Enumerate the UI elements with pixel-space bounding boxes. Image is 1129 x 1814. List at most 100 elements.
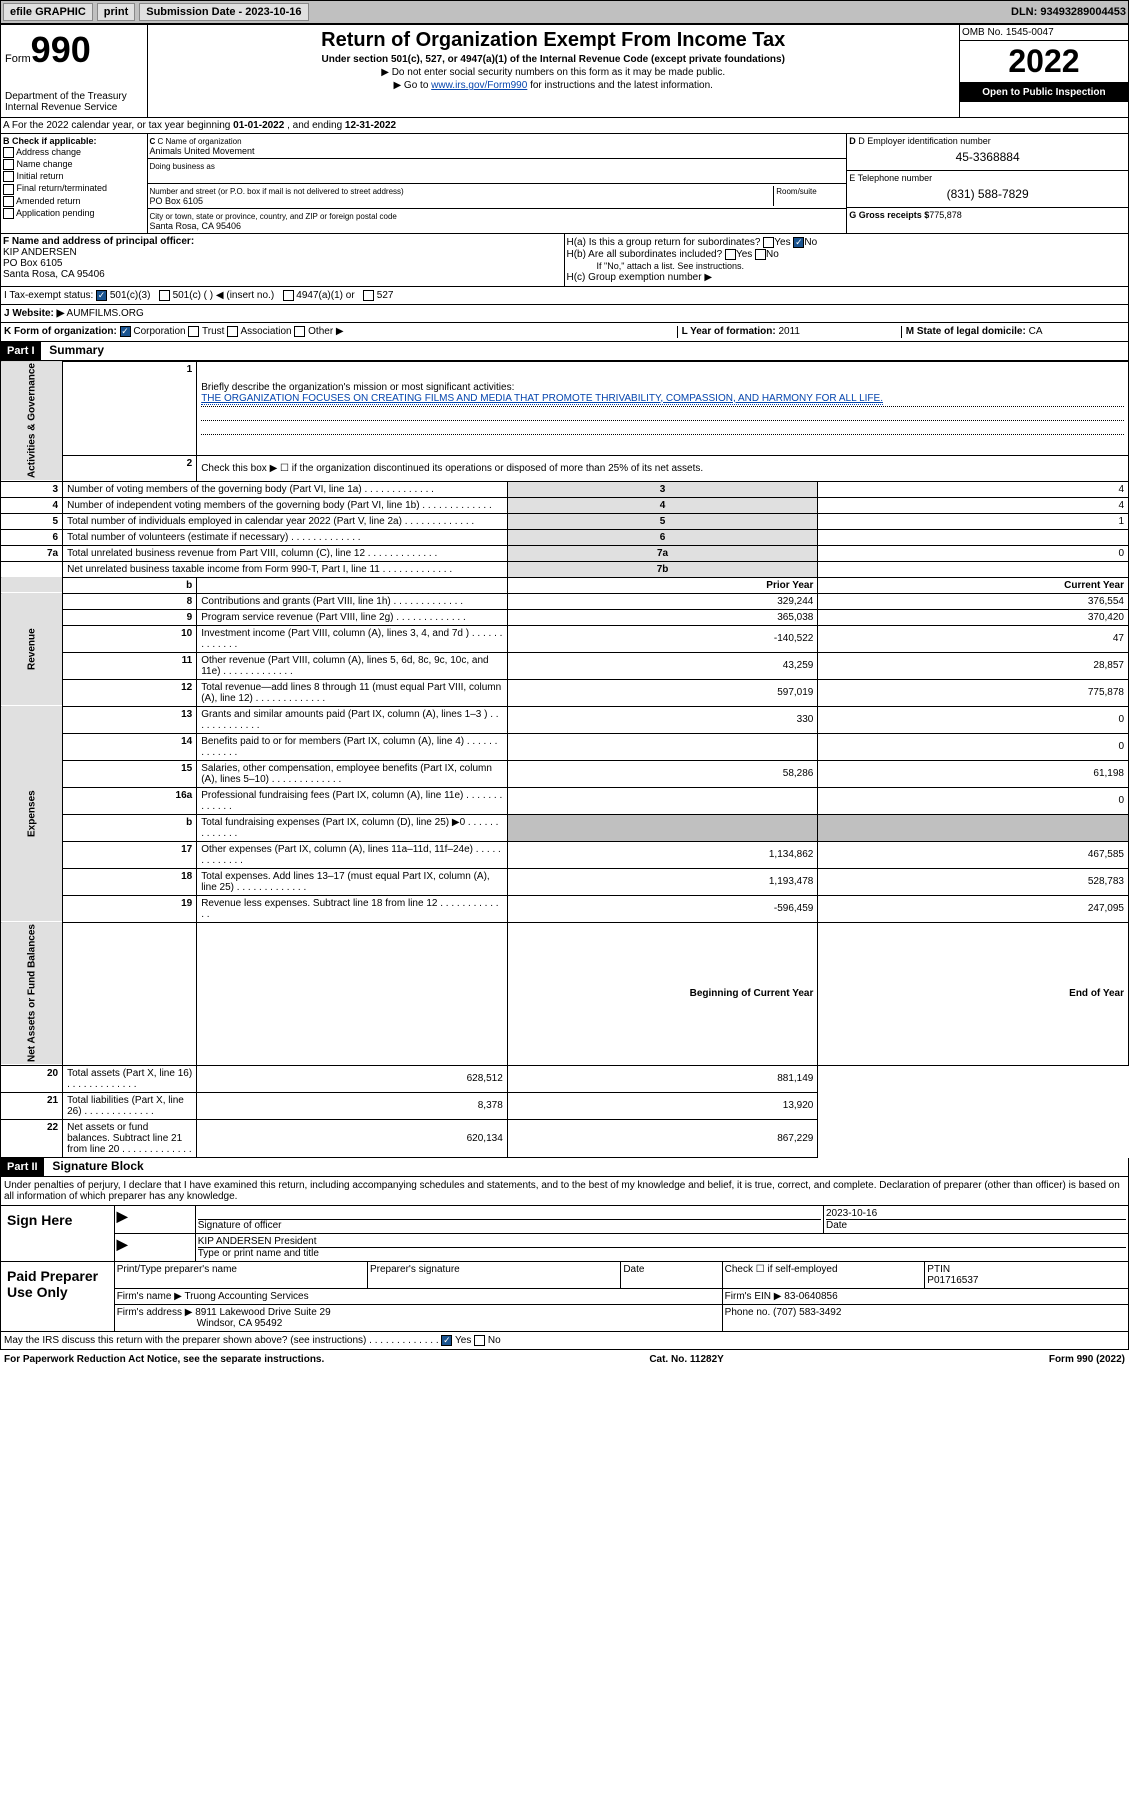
check-name-change[interactable]: Name change (3, 159, 145, 170)
table-row: 12Total revenue—add lines 8 through 11 (… (1, 679, 1129, 706)
part1-header: Part I (1, 342, 41, 360)
line-i: I Tax-exempt status: ✓ 501(c)(3) 501(c) … (0, 287, 1129, 305)
officer-addr: PO Box 6105 (3, 258, 62, 269)
firm-phone: (707) 583-3492 (773, 1307, 841, 1318)
tax-year: 2022 (960, 41, 1128, 83)
block-b-title: B Check if applicable: (3, 136, 97, 146)
form-number: 990 (31, 29, 91, 70)
table-row: 19Revenue less expenses. Subtract line 1… (1, 895, 1129, 922)
discuss-yes-checkbox[interactable]: ✓ (441, 1335, 452, 1346)
block-c: C C Name of organization Animals United … (148, 134, 847, 233)
block-f: F Name and address of principal officer:… (1, 234, 565, 286)
form-title: Return of Organization Exempt From Incom… (152, 29, 955, 52)
line-j: J Website: ▶ AUMFILMS.ORG (0, 305, 1129, 323)
cat-no: Cat. No. 11282Y (649, 1354, 723, 1365)
year-formation: 2011 (778, 326, 800, 337)
block-h: H(a) Is this a group return for subordin… (565, 234, 1129, 286)
table-row: 21Total liabilities (Part X, line 26)8,3… (1, 1092, 1129, 1119)
part2-header: Part II (1, 1158, 44, 1176)
print-btn[interactable]: print (97, 3, 135, 21)
table-row: 11Other revenue (Part VIII, column (A), … (1, 652, 1129, 679)
website: AUMFILMS.ORG (67, 308, 144, 319)
table-row: 7aTotal unrelated business revenue from … (1, 545, 1129, 561)
table-row: 10Investment income (Part VIII, column (… (1, 625, 1129, 652)
may-irs-discuss: May the IRS discuss this return with the… (0, 1332, 1129, 1350)
part2-title: Signature Block (46, 1159, 143, 1173)
dln: DLN: 93493289004453 (1011, 6, 1126, 18)
irs-link[interactable]: www.irs.gov/Form990 (431, 80, 527, 91)
form-title-block: Return of Organization Exempt From Incom… (148, 25, 959, 117)
check-application-pending[interactable]: Application pending (3, 208, 145, 219)
line-a: A For the 2022 calendar year, or tax yea… (0, 118, 1129, 134)
omb-year-block: OMB No. 1545-0047 2022 Open to Public In… (959, 25, 1128, 117)
officer-city: Santa Rosa, CA 95406 (3, 269, 105, 280)
line-klm: K Form of organization: ✓ Corporation Tr… (0, 323, 1129, 341)
telephone: (831) 588-7829 (849, 183, 1126, 205)
subtitle-1: Under section 501(c), 527, or 4947(a)(1)… (321, 54, 784, 65)
officer-name: KIP ANDERSEN (3, 247, 77, 258)
summary-table: Activities & Governance 1 Briefly descri… (0, 361, 1129, 1158)
ha-no-checkbox[interactable]: ✓ (793, 237, 804, 248)
paid-preparer-label: Paid Preparer Use Only (1, 1262, 114, 1331)
firm-city: Windsor, CA 95492 (117, 1318, 283, 1329)
check-final-return-terminated[interactable]: Final return/terminated (3, 183, 145, 194)
subtitle-2: ▶ Do not enter social security numbers o… (152, 67, 955, 78)
table-row: 4Number of independent voting members of… (1, 497, 1129, 513)
org-city: Santa Rosa, CA 95406 (150, 221, 242, 231)
sign-here-label: Sign Here (1, 1206, 114, 1261)
check-address-change[interactable]: Address change (3, 147, 145, 158)
table-row: 5Total number of individuals employed in… (1, 513, 1129, 529)
form-footer: Form 990 (2022) (1049, 1354, 1125, 1365)
side-ag: Activities & Governance (1, 361, 63, 481)
table-row: Expenses13Grants and similar amounts pai… (1, 706, 1129, 733)
firm-addr: 8911 Lakewood Drive Suite 29 (195, 1307, 330, 1318)
side-na: Net Assets or Fund Balances (1, 922, 63, 1065)
hb-no-checkbox[interactable] (755, 249, 766, 260)
state-domicile: CA (1029, 326, 1043, 337)
org-name: Animals United Movement (150, 146, 255, 156)
table-row: 17Other expenses (Part IX, column (A), l… (1, 841, 1129, 868)
block-b: B Check if applicable: Address change Na… (1, 134, 148, 233)
table-row: 22Net assets or fund balances. Subtract … (1, 1119, 1129, 1157)
firm-ein: 83-0640856 (784, 1291, 837, 1302)
table-row: 6Total number of volunteers (estimate if… (1, 529, 1129, 545)
form-id-box: Form990 Department of the Treasury Inter… (1, 25, 148, 117)
treasury-dept: Department of the Treasury Internal Reve… (5, 91, 143, 113)
beg-year-hdr: Beginning of Current Year (507, 922, 818, 1065)
gross-receipts: 775,878 (929, 210, 962, 220)
table-row: 18Total expenses. Add lines 13–17 (must … (1, 868, 1129, 895)
table-row: 15Salaries, other compensation, employee… (1, 760, 1129, 787)
table-row: bTotal fundraising expenses (Part IX, co… (1, 814, 1129, 841)
discuss-no-checkbox[interactable] (474, 1335, 485, 1346)
hb-yes-checkbox[interactable] (725, 249, 736, 260)
table-row: 9Program service revenue (Part VIII, lin… (1, 609, 1129, 625)
table-row: 16aProfessional fundraising fees (Part I… (1, 787, 1129, 814)
table-row: Net unrelated business taxable income fr… (1, 561, 1129, 577)
submission-date: Submission Date - 2023-10-16 (139, 3, 308, 21)
efile-header: efile GRAPHIC print Submission Date - 20… (0, 0, 1129, 24)
ha-yes-checkbox[interactable] (763, 237, 774, 248)
omb-number: OMB No. 1545-0047 (960, 25, 1128, 41)
open-public: Open to Public Inspection (960, 83, 1128, 102)
prior-year-hdr: Prior Year (507, 577, 818, 593)
end-year-hdr: End of Year (818, 922, 1129, 1065)
table-row: 3Number of voting members of the governi… (1, 481, 1129, 497)
501c3-checkbox[interactable]: ✓ (96, 290, 107, 301)
ein: 45-3368884 (849, 146, 1126, 168)
efile-btn[interactable]: efile GRAPHIC (3, 3, 93, 21)
firm-name: Truong Accounting Services (184, 1291, 308, 1302)
form-label: Form (5, 53, 31, 65)
ptin: P01716537 (927, 1275, 978, 1286)
table-row: 14Benefits paid to or for members (Part … (1, 733, 1129, 760)
sig-date: 2023-10-16 (826, 1208, 877, 1219)
corp-checkbox[interactable]: ✓ (120, 326, 131, 337)
current-year-hdr: Current Year (818, 577, 1129, 593)
block-d: D D Employer identification number 45-33… (846, 134, 1128, 233)
perjury-declaration: Under penalties of perjury, I declare th… (0, 1177, 1129, 1206)
check-amended-return[interactable]: Amended return (3, 196, 145, 207)
check-initial-return[interactable]: Initial return (3, 171, 145, 182)
table-row: 20Total assets (Part X, line 16)628,5128… (1, 1065, 1129, 1092)
table-row: Revenue8Contributions and grants (Part V… (1, 593, 1129, 609)
paperwork-notice: For Paperwork Reduction Act Notice, see … (4, 1354, 324, 1365)
org-street: PO Box 6105 (150, 196, 204, 206)
